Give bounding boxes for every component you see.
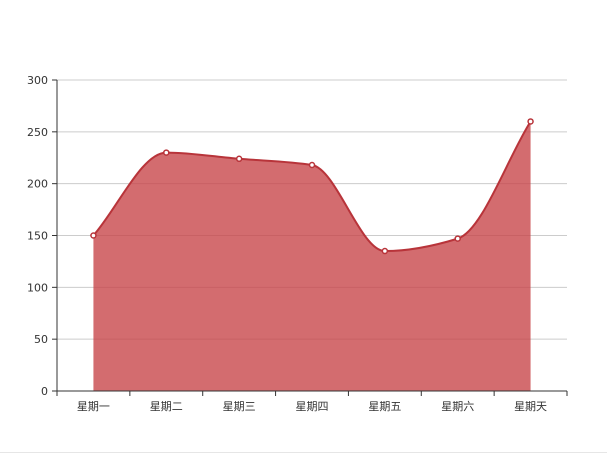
x-tick-label: 星期一 <box>77 400 110 413</box>
data-point-6[interactable] <box>454 235 461 242</box>
data-point-1[interactable] <box>90 232 97 239</box>
x-tick-label: 星期天 <box>514 400 547 413</box>
x-tick-label: 星期三 <box>223 400 256 413</box>
y-tick-label: 100 <box>27 281 48 294</box>
x-tick-label: 星期五 <box>368 400 401 413</box>
data-point-7[interactable] <box>527 118 534 125</box>
y-tick-label: 300 <box>27 74 48 87</box>
bottom-divider <box>0 452 607 453</box>
axes <box>52 79 568 396</box>
data-point-2[interactable] <box>163 149 170 156</box>
data-point-4[interactable] <box>308 161 316 169</box>
tick-labels: 0 50 100 150 200 250 300 星期一 星期二 星期三 星期四 星期五 星期六 星期天 <box>27 74 547 413</box>
x-tick-label: 星期二 <box>150 400 183 413</box>
y-tick-label: 0 <box>41 385 48 398</box>
y-tick-label: 50 <box>34 333 48 346</box>
x-tick-label: 星期六 <box>441 400 474 413</box>
y-tick-label: 200 <box>27 178 48 191</box>
y-tick-label: 150 <box>27 230 48 243</box>
x-tick-label: 星期四 <box>296 400 329 413</box>
area-fill <box>93 121 531 391</box>
data-point-5[interactable] <box>381 247 389 255</box>
data-markers <box>90 118 534 255</box>
data-point-3[interactable] <box>235 155 243 163</box>
y-tick-label: 250 <box>27 126 48 139</box>
